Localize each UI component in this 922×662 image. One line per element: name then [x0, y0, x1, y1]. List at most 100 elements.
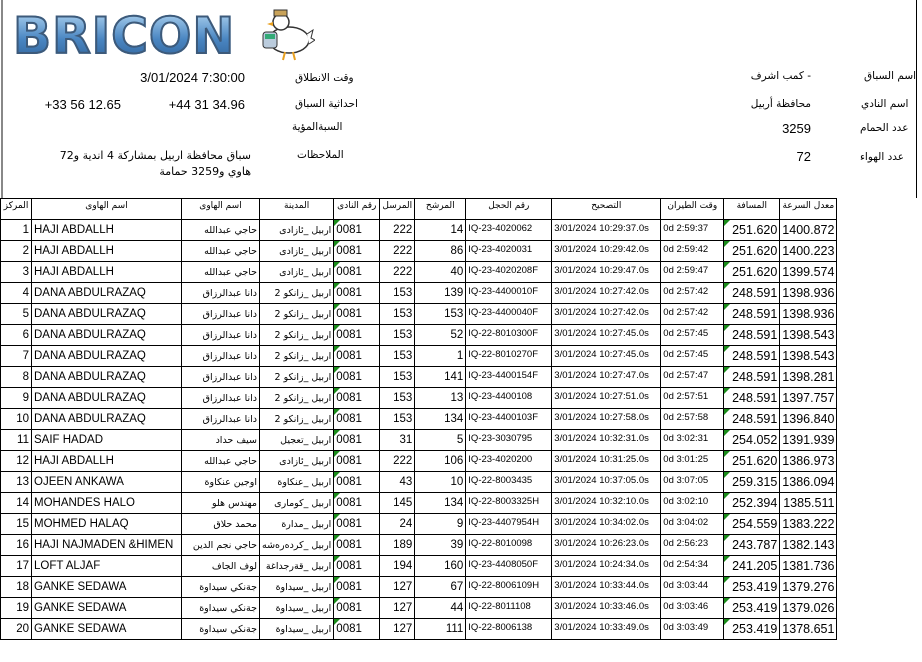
cell-fancier-name-ar: دانا عبدالرزاق [181, 408, 260, 430]
column-header-fancier-name-ar: اسم الهاوى [181, 198, 260, 220]
cell-distance: 248.591 [723, 366, 781, 388]
cell-clock-time: 3/01/2024 10:37:05.0s [551, 471, 662, 493]
table-row: 7 DANA ABDULRAZAQ دانا عبدالرزاق اربيل _زان… [0, 345, 838, 367]
cell-fancier-name-en: MOHMED HALAQ [31, 513, 182, 535]
cell-ring-number: IQ-22-8010270F [465, 345, 553, 367]
cell-clock-time: 3/01/2024 10:33:49.0s [551, 618, 662, 640]
cell-speed: 1379.026 [779, 597, 838, 619]
cell-fancier-name-ar: دانا عبدالرزاق [181, 345, 260, 367]
cell-distance: 253.419 [723, 597, 781, 619]
cell-flight-time: 0d 3:04:02 [660, 513, 725, 535]
cell-clock-time: 3/01/2024 10:26:23.0s [551, 534, 662, 556]
cell-sent: 222 [379, 450, 416, 472]
cell-entered: 5 [414, 429, 467, 451]
cell-ring-number: IQ-22-8010300F [465, 324, 553, 346]
table-row: 12 HAJI ABDALLH حاجي عبدالله اربيل _ئازادى 0… [0, 450, 838, 472]
cell-distance: 248.591 [723, 303, 781, 325]
cell-sent: 43 [379, 471, 416, 493]
pigeon-mascot-icon [262, 9, 315, 61]
cell-city: اربيل _ئازادى [258, 261, 335, 283]
cell-fancier-name-en: OJEEN ANKAWA [31, 471, 182, 493]
cell-distance: 253.419 [723, 576, 781, 598]
cell-club-number: 0081 [333, 471, 381, 493]
cell-club-number: 0081 [333, 513, 381, 535]
cell-city: اربيل _زانكو 2 [258, 303, 335, 325]
table-row: 11 SAIF HADAD سيف حداد اربيل _تعجيل 0081 31 5 I… [0, 429, 838, 451]
column-header-distance: المسافة [723, 198, 781, 220]
cell-club-number: 0081 [333, 303, 381, 325]
cell-fancier-name-en: DANA ABDULRAZAQ [31, 345, 182, 367]
table-row: 4 DANA ABDULRAZAQ دانا عبدالرزاق اربيل _زان… [0, 282, 838, 304]
cell-city: اربيل _ئازادى [258, 219, 335, 241]
cell-entered: 13 [414, 387, 467, 409]
table-row: 16 HAJI NAJMADEN &HIMEN حاجي نجم الدين اربي… [0, 534, 838, 556]
cell-fancier-name-en: DANA ABDULRAZAQ [31, 324, 182, 346]
results-table: المركز اسم الهاوى اسم الهاوى المدينة رقم الن… [0, 198, 838, 640]
cell-flight-time: 0d 2:57:45 [660, 345, 725, 367]
cell-rank: 3 [0, 261, 32, 283]
cell-city: اربيل _عنكاوة [258, 471, 335, 493]
coord-lat-value: +44 31 34.96 [168, 97, 245, 112]
cell-distance: 252.394 [723, 492, 781, 514]
cell-fancier-name-ar: دانا عبدالرزاق [181, 282, 260, 304]
cell-fancier-name-ar: حاجي عبدالله [181, 261, 260, 283]
cell-flight-time: 0d 2:59:47 [660, 261, 725, 283]
cell-distance: 251.620 [723, 261, 781, 283]
cell-fancier-name-ar: حاجي عبدالله [181, 219, 260, 241]
cell-club-number: 0081 [333, 345, 381, 367]
cell-fancier-name-en: HAJI ABDALLH [31, 450, 182, 472]
cell-fancier-name-en: DANA ABDULRAZAQ [31, 366, 182, 388]
cell-rank: 12 [0, 450, 32, 472]
cell-city: اربيل _سيداوة [258, 576, 335, 598]
cell-flight-time: 0d 2:57:47 [660, 366, 725, 388]
table-row: 20 GANKE SEDAWA جةنكي سيداوة اربيل _سيداوة 0… [0, 618, 838, 640]
cell-flight-time: 0d 3:01:25 [660, 450, 725, 472]
cell-fancier-name-en: DANA ABDULRAZAQ [31, 408, 182, 430]
cell-clock-time: 3/01/2024 10:29:37.0s [551, 219, 662, 241]
cell-entered: 141 [414, 366, 467, 388]
cell-fancier-name-en: HAJI ABDALLH [31, 261, 182, 283]
cell-distance: 251.620 [723, 240, 781, 262]
cell-ring-number: IQ-23-4400040F [465, 303, 553, 325]
cell-rank: 6 [0, 324, 32, 346]
cell-club-number: 0081 [333, 576, 381, 598]
cell-speed: 1400.223 [779, 240, 838, 262]
cell-distance: 248.591 [723, 387, 781, 409]
cell-speed: 1398.936 [779, 303, 838, 325]
cell-speed: 1383.222 [779, 513, 838, 535]
cell-flight-time: 0d 3:02:31 [660, 429, 725, 451]
cell-entered: 9 [414, 513, 467, 535]
cell-distance: 253.419 [723, 618, 781, 640]
cell-fancier-name-ar: اوجين عنكاوة [181, 471, 260, 493]
cell-ring-number: IQ-22-8003435 [465, 471, 553, 493]
cell-sent: 222 [379, 240, 416, 262]
cell-entered: 39 [414, 534, 467, 556]
cell-club-number: 0081 [333, 408, 381, 430]
cell-flight-time: 0d 2:57:45 [660, 324, 725, 346]
cell-clock-time: 3/01/2024 10:27:42.0s [551, 282, 662, 304]
table-row: 1 HAJI ABDALLH حاجي عبدالله اربيل _ئازادى 00… [0, 219, 838, 241]
cell-club-number: 0081 [333, 324, 381, 346]
column-header-fancier-name-en: اسم الهاوى [31, 198, 182, 220]
cell-speed: 1400.872 [779, 219, 838, 241]
cell-ring-number: IQ-23-4020208F [465, 261, 553, 283]
cell-ring-number: IQ-23-4020031 [465, 240, 553, 262]
cell-entered: 10 [414, 471, 467, 493]
start-time-value: 3/01/2024 7:30:00 [140, 70, 245, 85]
cell-clock-time: 3/01/2024 10:32:31.0s [551, 429, 662, 451]
cell-speed: 1386.094 [779, 471, 838, 493]
cell-fancier-name-en: DANA ABDULRAZAQ [31, 303, 182, 325]
cell-distance: 243.787 [723, 534, 781, 556]
cell-clock-time: 3/01/2024 10:27:51.0s [551, 387, 662, 409]
cell-distance: 254.052 [723, 429, 781, 451]
cell-clock-time: 3/01/2024 10:27:45.0s [551, 324, 662, 346]
report-header: BRICON اسم السباق كمب اشرف - اسم النادي … [1, 0, 917, 198]
cell-rank: 7 [0, 345, 32, 367]
cell-ring-number: IQ-23-4407954H [465, 513, 553, 535]
cell-flight-time: 0d 2:57:51 [660, 387, 725, 409]
cell-flight-time: 0d 3:03:44 [660, 576, 725, 598]
cell-speed: 1379.276 [779, 576, 838, 598]
cell-clock-time: 3/01/2024 10:31:25.0s [551, 450, 662, 472]
cell-club-number: 0081 [333, 429, 381, 451]
table-header-row: المركز اسم الهاوى اسم الهاوى المدينة رقم الن… [0, 198, 838, 220]
